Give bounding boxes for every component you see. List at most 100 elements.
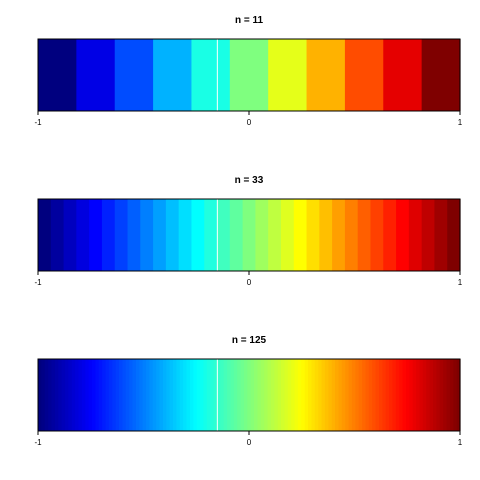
color-cell [331,359,336,431]
color-cell [165,199,180,271]
color-cell [186,359,191,431]
color-cell [92,359,96,431]
color-cell [98,359,103,431]
color-cell [419,359,424,431]
color-cell [453,359,458,431]
color-cell [41,359,46,431]
color-cell [149,359,154,431]
color-cell [368,359,373,431]
color-cell [255,199,269,271]
color-cell [321,359,326,431]
tick-label: -1 [34,438,42,447]
color-cell [402,359,407,431]
color-cell [247,359,252,431]
color-cell [102,359,107,431]
color-cell [291,359,296,431]
color-cell [169,359,174,431]
color-cell [240,359,245,431]
color-cell [358,359,363,431]
color-cell [65,359,69,431]
color-cell [297,359,302,431]
color-cell [383,199,397,271]
color-cell [443,359,448,431]
tick-label: 0 [247,118,252,127]
color-cell [159,359,164,431]
color-cell [267,359,272,431]
color-cell [355,359,360,431]
color-cell [88,359,93,431]
color-cell [434,199,448,271]
color-cell [38,359,42,431]
color-cell [328,359,333,431]
color-cell [351,359,356,431]
color-cell [229,39,269,111]
color-cell [344,199,359,271]
color-cell [125,359,130,431]
color-cell [421,199,436,271]
color-cell [372,359,377,431]
color-cell [108,359,113,431]
color-cell [293,199,308,271]
color-cell [38,39,77,111]
color-cell [396,199,410,271]
color-cell [78,359,83,431]
color-cell [122,359,127,431]
color-cell [306,39,346,111]
color-cell [332,199,346,271]
color-cell [281,359,286,431]
color-cell [85,359,90,431]
color-cell [250,359,255,431]
color-cell [370,199,384,271]
color-cell [319,199,333,271]
color-cell [375,359,380,431]
color-cell [135,359,140,431]
color-cell [216,359,221,431]
x-axis: -1 0 1 [34,431,463,447]
color-cell [389,359,394,431]
color-cell [210,359,215,431]
color-cell [446,359,451,431]
color-cell [196,359,201,431]
panel-title: n = 125 [232,335,267,346]
tick-label: 1 [458,118,463,127]
color-cell [294,359,299,431]
color-cell [338,359,343,431]
color-cell [409,359,414,431]
color-cell [348,359,353,431]
color-cell [203,359,208,431]
color-cell [112,359,117,431]
color-cell [230,359,235,431]
tick-label: -1 [34,278,42,287]
color-cell [178,199,193,271]
color-cell [191,39,231,111]
color-cell [48,359,53,431]
color-cell [385,359,390,431]
color-cell [306,199,320,271]
color-cell [447,199,461,271]
color-cell [341,359,346,431]
color-cell [357,199,372,271]
color-cell [399,359,404,431]
color-cell [243,359,248,431]
x-axis: -1 0 1 [34,271,463,287]
color-cell [50,199,65,271]
color-cell [206,359,211,431]
color-cell [132,359,137,431]
color-cell [378,359,383,431]
color-cell [237,359,242,431]
color-cell [318,359,323,431]
color-cell [129,359,134,431]
color-cell [142,359,147,431]
color-cell [345,359,350,431]
color-cell [101,199,116,271]
color-cell [75,359,80,431]
color-cell [335,359,340,431]
colorbar-panel-n11: n = 11 -1 0 1 [34,15,462,127]
color-cell [89,199,103,271]
color-cell [140,199,154,271]
color-cell [213,359,218,431]
colorbar-panel-n125: n = 125 -1 0 1 [34,335,462,447]
color-cell [439,359,444,431]
color-cell [449,359,454,431]
color-cell [274,359,279,431]
